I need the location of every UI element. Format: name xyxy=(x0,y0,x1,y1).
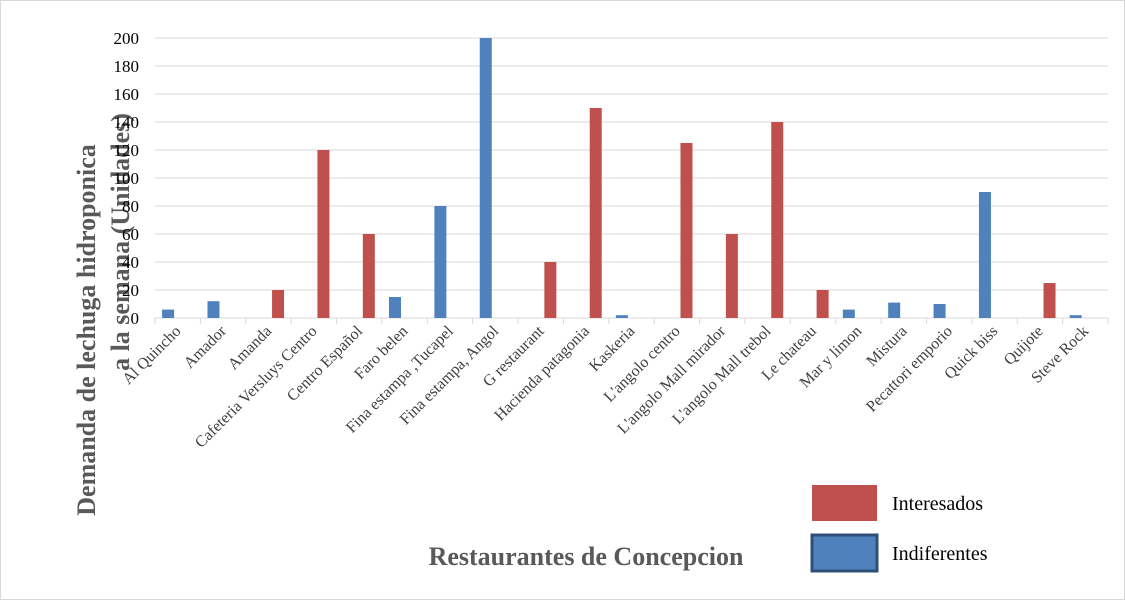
bar xyxy=(162,309,175,318)
bar xyxy=(388,297,401,318)
y-tick-label: 100 xyxy=(114,169,140,188)
y-tick-label: 200 xyxy=(114,29,140,48)
legend: Interesados Indiferentes xyxy=(810,485,988,573)
bar xyxy=(771,122,784,318)
legend-label: Indiferentes xyxy=(892,543,988,565)
y-axis-title-line2: a la semana (Unidades) xyxy=(106,113,135,371)
bar xyxy=(1069,315,1082,318)
y-tick-label: 0 xyxy=(131,309,140,328)
bar xyxy=(680,143,693,318)
bar xyxy=(362,234,375,318)
bar xyxy=(933,304,946,318)
bar xyxy=(317,150,330,318)
bar xyxy=(544,262,557,318)
y-tick-label: 80 xyxy=(122,197,139,216)
y-tick-label: 40 xyxy=(122,253,139,272)
legend-swatch xyxy=(810,533,879,573)
y-axis-title-line1: Demanda de lechuga hidroponica xyxy=(72,144,101,516)
y-tick-label: 160 xyxy=(114,85,140,104)
bar xyxy=(842,309,855,318)
y-tick-label: 20 xyxy=(122,281,139,300)
bar xyxy=(888,302,901,318)
bar xyxy=(1043,283,1056,318)
legend-label: Interesados xyxy=(892,493,983,515)
bar xyxy=(589,108,602,318)
y-tick-label: 60 xyxy=(122,225,139,244)
bar xyxy=(978,192,991,318)
bar xyxy=(725,234,738,318)
bar xyxy=(207,301,220,318)
bar xyxy=(272,290,285,318)
bar xyxy=(615,315,628,318)
bar xyxy=(434,206,447,318)
y-tick-label: 140 xyxy=(114,113,140,132)
bar xyxy=(479,38,492,318)
legend-swatch xyxy=(812,485,877,521)
y-tick-label: 120 xyxy=(114,141,140,160)
x-axis-title: Restaurantes de Concepcion xyxy=(429,542,744,571)
bar xyxy=(816,290,829,318)
y-tick-label: 180 xyxy=(114,57,140,76)
